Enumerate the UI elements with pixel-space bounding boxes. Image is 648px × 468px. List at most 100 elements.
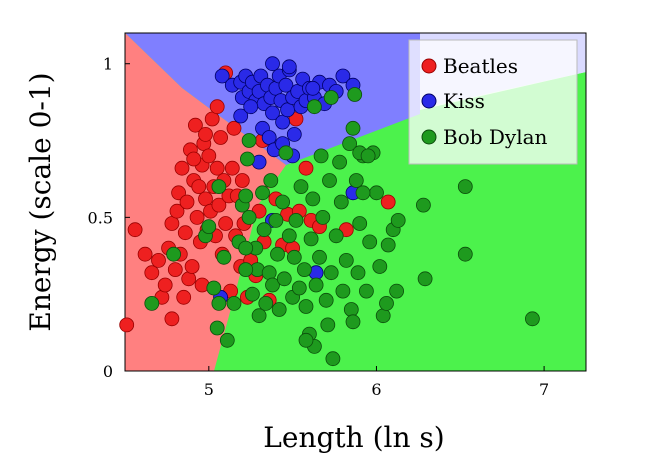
- point-bob-dylan-44: [313, 148, 329, 164]
- point-kiss-36: [261, 130, 277, 145]
- points-layer: [119, 56, 540, 367]
- point-beatles-22: [187, 117, 203, 133]
- point-bob-dylan-28: [276, 271, 292, 287]
- point-bob-dylan-52: [332, 154, 348, 170]
- point-bob-dylan-50: [325, 351, 341, 367]
- point-kiss-48: [265, 56, 280, 72]
- legend-marker-beatles: [421, 58, 437, 74]
- point-bob-dylan-77: [457, 179, 473, 195]
- point-beatles-12: [171, 185, 187, 201]
- point-beatles-17: [179, 194, 195, 210]
- point-bob-dylan-90: [298, 332, 314, 348]
- point-bob-dylan-43: [312, 249, 327, 265]
- point-beatles-20: [184, 259, 200, 274]
- point-bob-dylan-85: [360, 148, 376, 164]
- point-bob-dylan-18: [255, 185, 270, 201]
- legend-box: [408, 39, 578, 165]
- point-bob-dylan-54: [335, 283, 351, 299]
- point-bob-dylan-29: [278, 145, 294, 161]
- point-bob-dylan-57: [343, 302, 359, 317]
- point-kiss-49: [281, 59, 297, 75]
- point-bob-dylan-1: [166, 246, 182, 262]
- point-bob-dylan-47: [320, 317, 336, 333]
- legend-label-kiss: Kiss: [443, 89, 485, 113]
- point-bob-dylan-17: [251, 308, 267, 324]
- point-beatles-44: [224, 160, 240, 176]
- point-bob-dylan-14: [244, 286, 260, 302]
- point-beatles-38: [213, 130, 229, 145]
- legend-marker-bob-dylan: [421, 129, 437, 145]
- point-beatles-1: [127, 222, 143, 238]
- point-bob-dylan-70: [379, 295, 394, 311]
- point-bob-dylan-23: [265, 277, 280, 293]
- point-beatles-41: [218, 216, 234, 231]
- point-beatles-3: [144, 265, 160, 281]
- point-bob-dylan-7: [216, 249, 232, 265]
- point-bob-dylan-3: [201, 219, 217, 235]
- x-tick-label-1: 6: [371, 380, 381, 399]
- point-beatles-23: [189, 209, 205, 225]
- point-bob-dylan-51: [328, 228, 344, 244]
- point-bob-dylan-61: [350, 265, 366, 281]
- point-bob-dylan-60: [348, 173, 364, 188]
- point-beatles-49: [234, 173, 250, 188]
- point-beatles-66: [380, 194, 396, 210]
- point-bob-dylan-65: [362, 234, 378, 250]
- point-bob-dylan-5: [211, 179, 227, 195]
- x-tick-label-0: 5: [204, 380, 214, 399]
- point-bob-dylan-89: [209, 320, 225, 336]
- point-bob-dylan-25: [270, 246, 285, 262]
- point-bob-dylan-45: [315, 209, 331, 225]
- point-kiss-0: [214, 68, 230, 84]
- point-bob-dylan-34: [291, 280, 307, 296]
- point-beatles-69: [198, 126, 213, 142]
- point-bob-dylan-55: [338, 252, 354, 268]
- x-axis-title: Length (ln s): [263, 421, 444, 454]
- point-bob-dylan-36: [296, 262, 312, 278]
- point-bob-dylan-12: [239, 151, 255, 167]
- point-bob-dylan-13: [241, 209, 257, 225]
- legend-label-beatles: Beatles: [443, 54, 518, 78]
- series-bob-dylan: [144, 87, 540, 367]
- point-bob-dylan-33: [288, 212, 304, 228]
- point-beatles-16: [177, 225, 193, 241]
- point-bob-dylan-80: [306, 99, 322, 115]
- point-bob-dylan-30: [281, 228, 297, 244]
- point-bob-dylan-88: [238, 262, 254, 278]
- point-bob-dylan-68: [372, 259, 388, 274]
- point-beatles-11: [169, 203, 185, 219]
- point-bob-dylan-6: [211, 295, 227, 311]
- y-axis-title: Energy (scale 0-1): [24, 72, 57, 331]
- point-bob-dylan-26: [271, 302, 287, 317]
- point-bob-dylan-73: [389, 283, 405, 299]
- point-bob-dylan-11: [238, 188, 254, 204]
- point-beatles-14: [174, 160, 190, 176]
- point-bob-dylan-42: [308, 277, 324, 293]
- point-bob-dylan-4: [206, 280, 222, 296]
- point-kiss-41: [243, 99, 259, 115]
- point-bob-dylan-27: [275, 194, 291, 210]
- point-beatles-68: [209, 99, 225, 115]
- point-bob-dylan-86: [238, 240, 254, 256]
- point-bob-dylan-8: [219, 332, 235, 348]
- point-bob-dylan-53: [333, 194, 349, 210]
- point-bob-dylan-21: [261, 265, 277, 281]
- point-beatles-9: [164, 311, 180, 327]
- point-bob-dylan-46: [318, 292, 334, 308]
- point-bob-dylan-37: [298, 299, 314, 314]
- point-beatles-8: [164, 216, 180, 231]
- point-beatles-31: [201, 148, 217, 164]
- y-tick-label-0: 0: [103, 362, 113, 381]
- point-bob-dylan-0: [144, 295, 160, 311]
- point-bob-dylan-82: [345, 120, 361, 136]
- y-tick-label-1: 0.5: [88, 208, 113, 227]
- point-beatles-18: [181, 271, 197, 287]
- point-bob-dylan-35: [293, 179, 309, 195]
- plot-frame: [124, 32, 587, 372]
- point-bob-dylan-59: [347, 87, 363, 102]
- point-kiss-18: [278, 77, 294, 93]
- point-bob-dylan-67: [369, 185, 384, 201]
- point-bob-dylan-84: [355, 185, 371, 201]
- point-bob-dylan-22: [263, 173, 279, 188]
